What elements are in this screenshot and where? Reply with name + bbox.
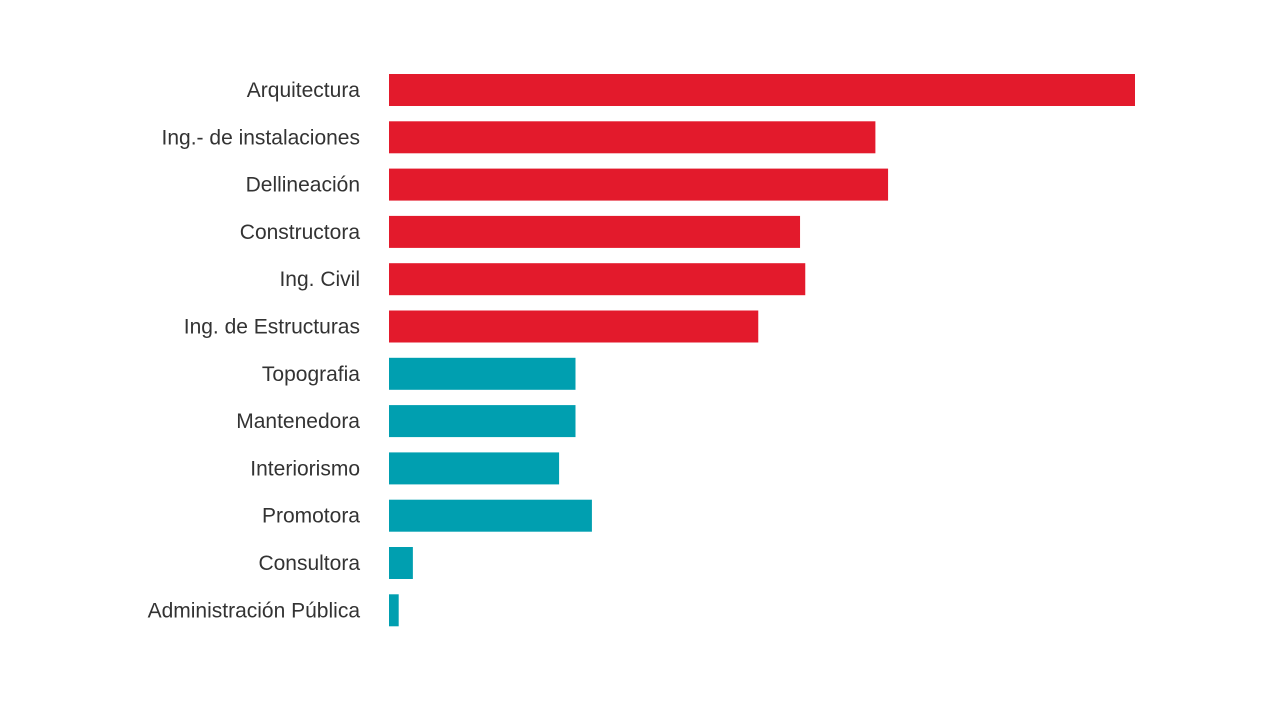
category-label-3: Constructora bbox=[240, 221, 361, 244]
category-label-10: Consultora bbox=[258, 552, 360, 575]
bar-3 bbox=[389, 215, 801, 248]
bar-11 bbox=[389, 594, 399, 627]
category-label-8: Interiorismo bbox=[250, 457, 360, 480]
bar-8 bbox=[389, 452, 560, 485]
category-label-6: Topografia bbox=[262, 363, 360, 386]
bar-4 bbox=[389, 263, 806, 296]
bar-2 bbox=[389, 168, 889, 201]
bar-6 bbox=[389, 357, 576, 390]
bar-0 bbox=[389, 74, 1135, 106]
category-label-4: Ing. Civil bbox=[279, 268, 360, 291]
bars bbox=[389, 74, 1135, 627]
category-label-2: Dellineación bbox=[246, 174, 360, 197]
category-labels: Arquitectura Ing.- de instalaciones Dellin… bbox=[148, 79, 361, 622]
category-label-0: Arquitectura bbox=[247, 79, 361, 102]
bar-1 bbox=[389, 121, 876, 154]
category-label-1: Ing.- de instalaciones bbox=[162, 126, 360, 149]
bar-10 bbox=[389, 547, 413, 579]
category-label-5: Ing. de Estructuras bbox=[184, 316, 360, 339]
bar-9 bbox=[389, 499, 592, 532]
bar-5 bbox=[389, 310, 759, 343]
category-label-7: Mantenedora bbox=[236, 410, 360, 433]
bar-7 bbox=[389, 405, 576, 438]
category-label-11: Administración Pública bbox=[148, 599, 361, 622]
category-label-9: Promotora bbox=[262, 505, 360, 528]
